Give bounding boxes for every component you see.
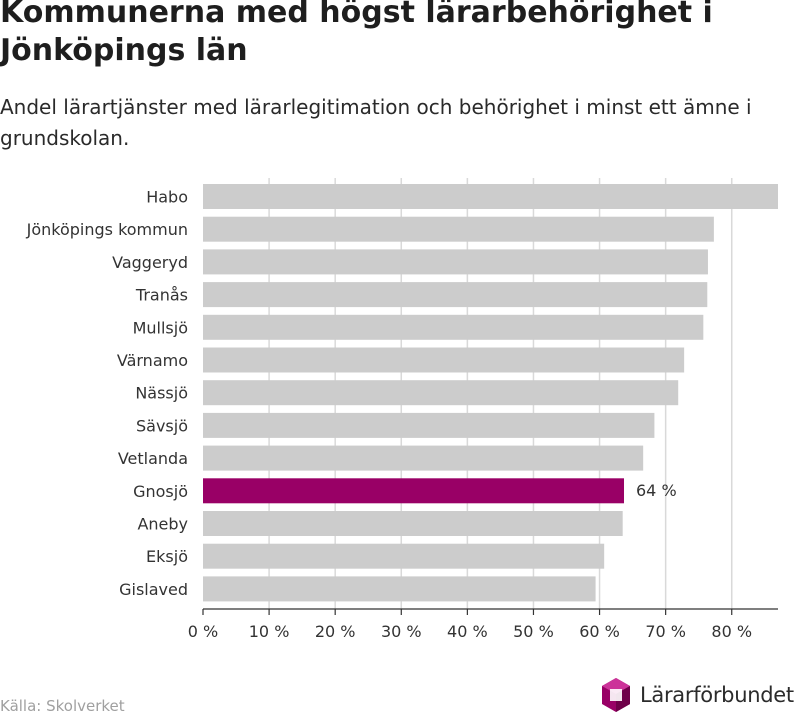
x-tick-label: 10 %: [249, 622, 290, 641]
bar: [203, 249, 708, 275]
bar: [203, 282, 708, 308]
x-tick-label: 70 %: [645, 622, 686, 641]
x-axis: 0 % 10 % 20 % 30 % 40 % 50 % 60 % 70 % 80 %: [188, 608, 778, 641]
bar: [203, 445, 644, 471]
x-tick-label: 60 %: [579, 622, 620, 641]
category-label: Vetlanda: [118, 449, 188, 468]
category-label: Sävsjö: [136, 416, 188, 435]
category-label: Eksjö: [146, 547, 188, 566]
bar: [203, 184, 778, 209]
x-tick-label: 30 %: [381, 622, 422, 641]
x-tick-label: 80 %: [711, 622, 752, 641]
bar-chart: Habo Jönköpings kommun Vaggeryd Tranås Mulls…: [26, 178, 778, 641]
category-label: Jönköpings kommun: [26, 220, 188, 239]
bar-highlight: [203, 478, 625, 504]
x-tick-label: 20 %: [315, 622, 356, 641]
chart-subtitle: Andel lärartjänster med lärarlegitimatio…: [0, 95, 752, 150]
logo: Lärarförbundet: [600, 676, 794, 714]
x-tick-label: 40 %: [447, 622, 488, 641]
logo-wordmark: Lärarförbundet: [640, 683, 794, 707]
category-label: Vaggeryd: [112, 253, 188, 272]
chart-title: Kommunerna med högst lärarbehörighet i J…: [0, 0, 713, 68]
bar: [203, 543, 605, 569]
category-label: Mullsjö: [133, 318, 188, 337]
category-label: Tranås: [135, 286, 188, 305]
bar: [203, 216, 714, 242]
bar: [203, 314, 704, 340]
bar: [203, 412, 655, 438]
category-label: Gislaved: [119, 580, 188, 599]
bars: [203, 184, 778, 602]
data-label: 64 %: [636, 481, 677, 500]
source-note: Källa: Skolverket: [0, 697, 125, 715]
bar: [203, 511, 623, 536]
category-label: Gnosjö: [133, 482, 188, 501]
x-tick-label: 0 %: [188, 622, 218, 641]
bar: [203, 380, 679, 406]
category-label: Nässjö: [135, 384, 188, 403]
category-label: Aneby: [137, 515, 188, 534]
bar: [203, 347, 685, 373]
bar: [203, 576, 596, 602]
category-labels: Habo Jönköpings kommun Vaggeryd Tranås Mulls…: [26, 188, 677, 599]
category-label: Värnamo: [117, 351, 188, 370]
lararforbundet-logo-icon: [602, 678, 630, 712]
x-tick-label: 50 %: [513, 622, 554, 641]
category-label: Habo: [146, 188, 188, 207]
